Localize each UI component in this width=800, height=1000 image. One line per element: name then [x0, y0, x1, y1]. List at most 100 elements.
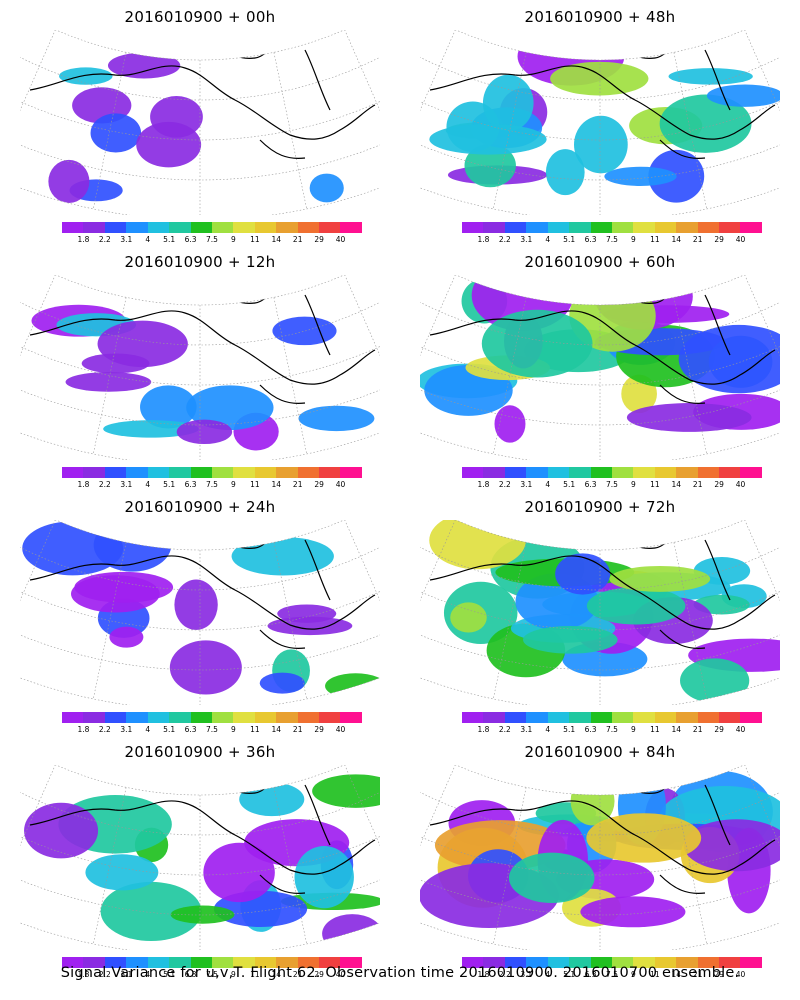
color-swatch [676, 712, 698, 723]
tick-label: 9 [231, 725, 236, 734]
map-border [420, 520, 780, 705]
tick-label: 21 [692, 970, 703, 979]
panel-title: 2016010900 + 00h [124, 8, 276, 26]
tick-label: 11 [250, 235, 260, 244]
color-swatch [169, 467, 191, 478]
variance-shading [140, 385, 197, 429]
map-border [20, 275, 380, 460]
meridian-line [273, 787, 307, 944]
parallel-line [20, 580, 380, 671]
variance-shading [683, 819, 780, 872]
color-scale [62, 957, 362, 968]
tick-label: 14 [271, 480, 282, 489]
tick-label: 9 [631, 970, 636, 979]
meridian-line [273, 542, 307, 699]
tick-label: 7.5 [206, 970, 218, 979]
tick-label: 40 [735, 480, 746, 489]
color-swatch [276, 712, 298, 723]
tick-label: 9 [631, 480, 636, 489]
tick-label: 6.3 [184, 480, 197, 489]
tick-label: 4 [145, 725, 151, 734]
variance-shading [169, 640, 242, 695]
variance-shading [170, 905, 235, 924]
tick-label: 5.1 [163, 235, 176, 244]
meridian-line [493, 542, 527, 699]
color-swatch [169, 957, 191, 968]
tick-label: 21 [292, 480, 303, 489]
tick-label: 2.2 [498, 480, 511, 489]
color-swatch [126, 957, 148, 968]
tick-label: 3.1 [120, 235, 133, 244]
tick-label: 14 [671, 725, 682, 734]
color-swatch [633, 957, 655, 968]
parallel-line [20, 825, 380, 916]
meridian-line [673, 52, 707, 209]
coastline [29, 529, 376, 650]
meridian-line [493, 787, 527, 944]
color-swatch [633, 467, 655, 478]
color-swatch [319, 957, 341, 968]
tick-label: 11 [250, 480, 260, 489]
variance-shading [150, 96, 203, 138]
color-swatch [254, 712, 277, 723]
tick-label: 9 [231, 235, 236, 244]
parallel-line [20, 335, 380, 426]
tick-label: 2.2 [98, 970, 111, 979]
tick-label: 40 [735, 235, 746, 244]
panel-title: 2016010900 + 60h [524, 253, 676, 271]
parallel-line [420, 335, 780, 426]
color-swatch [697, 467, 720, 478]
variance-shading [482, 74, 534, 132]
variance-shading [464, 143, 516, 188]
parallel-line [420, 275, 780, 346]
variance-map [420, 30, 780, 215]
tick-label: 1.8 [77, 725, 90, 734]
color-swatch [697, 222, 720, 233]
variance-shading [239, 782, 305, 817]
variance-shading [24, 802, 99, 859]
tick-label: 11 [250, 970, 260, 979]
variance-map [20, 30, 380, 215]
color-swatch [169, 712, 191, 723]
tick-label: 14 [271, 725, 282, 734]
color-swatch [483, 957, 505, 968]
color-swatch [190, 467, 212, 478]
color-swatch [611, 222, 634, 233]
tick-label: 6.3 [584, 235, 597, 244]
color-swatch [611, 712, 634, 723]
variance-shading [65, 372, 152, 392]
color-swatch [569, 957, 591, 968]
parallel-line [420, 765, 780, 836]
variance-shading [508, 852, 595, 904]
coastline [29, 39, 376, 160]
color-scale-ticks: 1.8 2.2 3.1 4 5.1 6.3 7.5 9 11 14 21 29 40 [62, 235, 362, 245]
tick-label: 4 [545, 970, 551, 979]
parallel-line [20, 30, 380, 101]
color-swatch [83, 222, 105, 233]
variance-shading [545, 149, 585, 196]
parallel-line [420, 90, 780, 181]
color-swatch [319, 467, 341, 478]
parallel-line [420, 520, 780, 591]
color-swatch [233, 467, 255, 478]
tick-label: 14 [271, 235, 282, 244]
coastline [429, 39, 776, 160]
variance-map [20, 765, 380, 950]
variance-shading [272, 316, 337, 346]
tick-label: 29 [714, 480, 724, 489]
color-scale [462, 222, 762, 233]
variance-shading [322, 914, 380, 950]
tick-label: 29 [314, 725, 324, 734]
tick-label: 14 [671, 235, 682, 244]
color-swatch [462, 222, 484, 233]
variance-shading [494, 405, 526, 443]
tick-label: 7.5 [606, 235, 618, 244]
tick-label: 3.1 [520, 725, 533, 734]
parallel-line [20, 275, 380, 346]
parallel-line [20, 765, 380, 836]
variance-shading [186, 385, 274, 431]
forecast-panel: 2016010900 + 84h 1.8 2.2 3.1 4 5.1 6.3 7.5 9 11 14… [400, 735, 800, 980]
tick-label: 40 [335, 480, 346, 489]
variance-shading [429, 123, 547, 155]
meridian-line [493, 297, 527, 454]
